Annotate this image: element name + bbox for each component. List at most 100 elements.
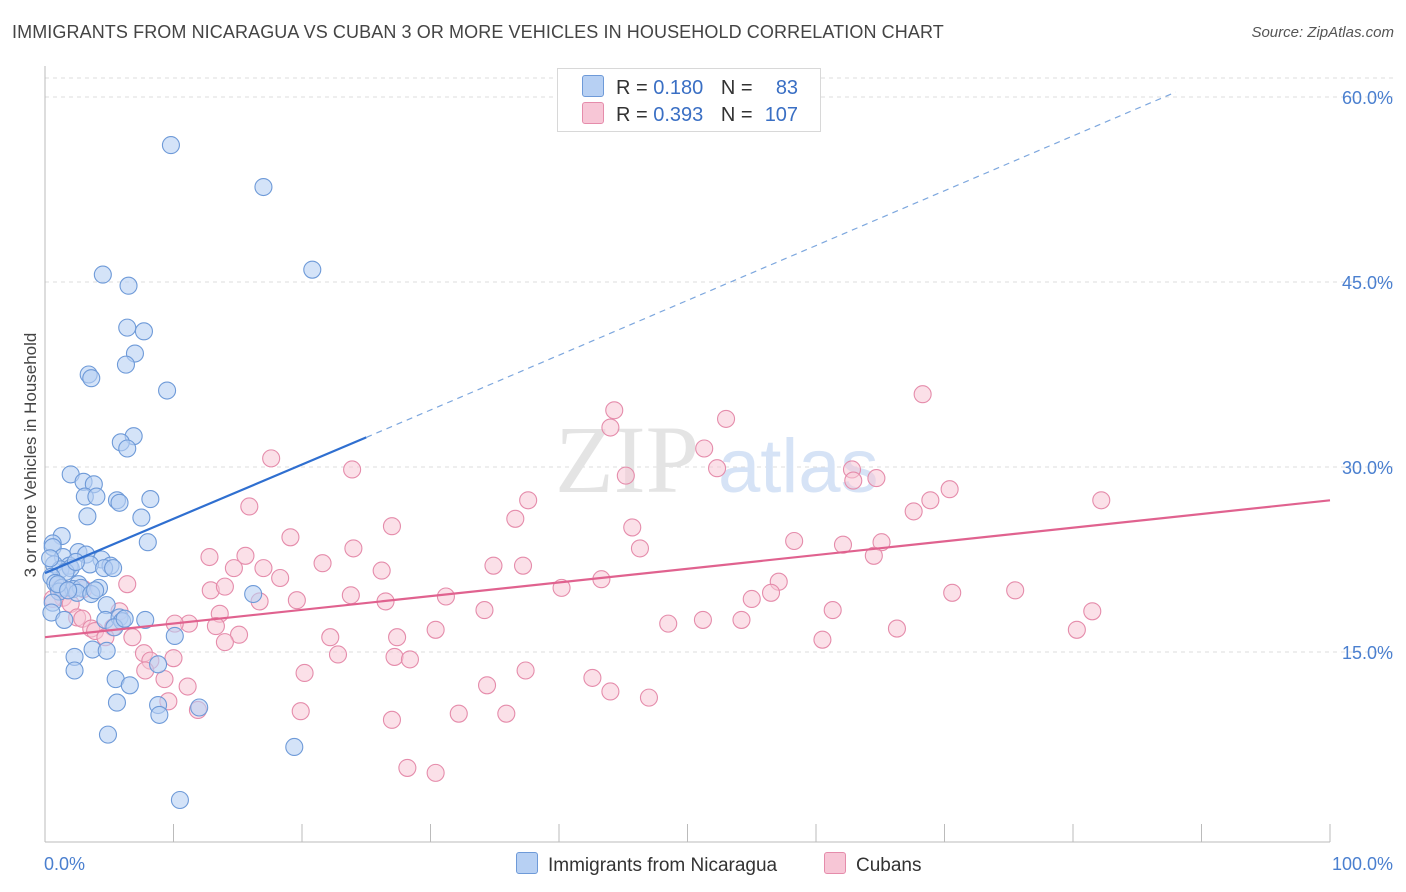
cubans-point	[887, 619, 907, 638]
cubans-point	[1067, 620, 1086, 639]
legend-row-cubans: R = 0.393 N = 107	[582, 102, 798, 126]
cubans-point	[708, 459, 727, 478]
nicaragua-point	[115, 609, 134, 628]
cubans-point	[601, 418, 620, 437]
nicaragua-point	[86, 581, 105, 600]
cubans-point	[872, 533, 891, 552]
cubans-point	[516, 661, 535, 680]
nicaragua-point	[65, 661, 84, 680]
cubans-point	[513, 556, 533, 575]
cubans-point	[601, 682, 620, 701]
bottom-legend-label-cubans: Cubans	[856, 855, 922, 876]
cubans-point	[867, 469, 886, 488]
nicaragua-point	[149, 655, 168, 674]
stats-legend: R = 0.180 N = 83 R = 0.393 N = 107	[557, 68, 821, 132]
nicaragua-point	[55, 610, 74, 629]
cubans-point	[497, 704, 516, 723]
cubans-point	[426, 620, 445, 639]
cubans-point	[742, 589, 761, 609]
cubans-point	[904, 502, 923, 521]
nicaragua-point	[118, 318, 137, 337]
cubans-trend-line	[44, 499, 1331, 639]
cubans-point	[385, 647, 404, 666]
nicaragua-point	[132, 508, 151, 527]
bottom-legend-swatch-nicaragua	[516, 852, 538, 874]
bottom-legend-cubans: Cubans	[824, 852, 922, 877]
cubans-point	[1092, 491, 1111, 510]
cubans-point	[229, 625, 249, 644]
legend-n-label: N =	[720, 77, 753, 99]
tick-labels: 15.0% 30.0% 45.0% 60.0% 0.0% 100.0%	[44, 88, 1393, 874]
cubans-point	[844, 471, 863, 490]
cubans-point	[206, 617, 225, 636]
nicaragua-point	[161, 136, 180, 155]
cubans-point	[341, 586, 360, 605]
nicaragua-point	[93, 265, 112, 284]
cubans-point	[215, 577, 234, 596]
cubans-point	[118, 575, 137, 594]
cubans-point	[372, 561, 391, 580]
nicaragua-trend-extension	[366, 91, 1177, 438]
cubans-point	[519, 491, 538, 510]
cubans-point	[506, 509, 525, 528]
nicaragua-point	[107, 693, 127, 712]
legend-n-value-cubans: 107	[764, 104, 799, 126]
nicaragua-point	[150, 705, 169, 724]
cubans-point	[291, 702, 310, 721]
cubans-point	[382, 517, 402, 536]
bottom-legend-label-nicaragua: Immigrants from Nicaragua	[548, 855, 778, 876]
cubans-point	[426, 763, 445, 782]
cubans-point	[940, 480, 959, 499]
legend-n-label: N =	[720, 104, 753, 126]
nicaragua-point	[158, 381, 177, 400]
nicaragua-point	[98, 725, 118, 744]
cubans-point	[616, 466, 635, 485]
cubans-point	[1083, 602, 1102, 621]
cubans-point	[1006, 581, 1025, 600]
cubans-point	[475, 601, 494, 620]
cubans-point	[178, 677, 197, 696]
cubans-point	[224, 559, 243, 578]
nicaragua-point	[116, 355, 136, 374]
legend-swatch-nicaragua	[582, 75, 604, 97]
cubans-point	[630, 539, 650, 558]
nicaragua-point	[138, 533, 157, 552]
nicaragua-point	[285, 737, 304, 757]
cubans-point	[123, 628, 142, 647]
nicaragua-point	[136, 610, 155, 629]
cubans-point	[344, 539, 363, 558]
cubans-point	[388, 628, 407, 647]
y-tick-label: 60.0%	[1342, 88, 1393, 108]
cubans-point	[659, 614, 678, 633]
axes	[44, 66, 1331, 843]
cubans-point	[398, 758, 417, 777]
nicaragua-point	[119, 276, 138, 295]
cubans-point	[436, 587, 455, 606]
nicaragua-points	[41, 136, 322, 810]
nicaragua-point	[254, 177, 273, 197]
legend-swatch-cubans	[582, 102, 604, 124]
cubans-point	[785, 531, 804, 551]
nicaragua-point	[87, 487, 106, 506]
nicaragua-point	[97, 641, 116, 660]
cubans-point	[287, 591, 306, 610]
nicaragua-point	[120, 676, 139, 695]
cubans-point	[164, 649, 183, 668]
nicaragua-point	[190, 698, 209, 717]
cubans-point	[313, 554, 332, 573]
cubans-point	[813, 630, 832, 649]
cubans-point	[271, 568, 290, 588]
cubans-point	[583, 668, 602, 687]
cubans-point	[484, 556, 503, 575]
bottom-legend-nicaragua: Immigrants from Nicaragua	[516, 852, 777, 877]
cubans-point	[328, 645, 348, 664]
chart-title: IMMIGRANTS FROM NICARAGUA VS CUBAN 3 OR …	[12, 22, 944, 42]
trend-lines	[44, 91, 1331, 639]
y-tick-label: 45.0%	[1342, 273, 1393, 293]
nicaragua-point	[110, 493, 129, 512]
cubans-point	[200, 547, 219, 567]
y-tick-label: 15.0%	[1342, 643, 1393, 663]
legend-r-label: R =	[616, 77, 648, 99]
x-tick-label: 0.0%	[44, 854, 85, 874]
nicaragua-point	[170, 790, 189, 810]
